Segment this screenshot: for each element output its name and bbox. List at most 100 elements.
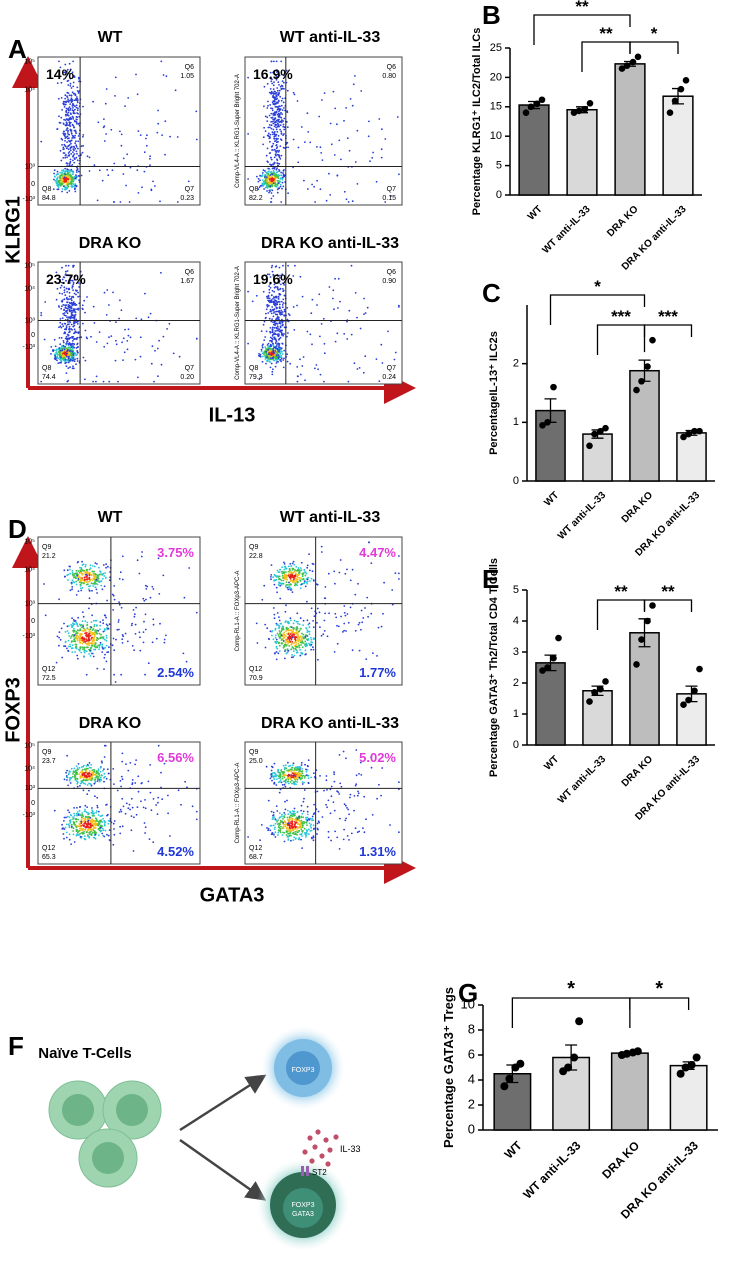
event-dot bbox=[105, 103, 107, 105]
event-dot bbox=[283, 107, 285, 109]
event-dot bbox=[67, 169, 69, 171]
event-dot bbox=[76, 304, 78, 306]
event-dot bbox=[70, 153, 72, 155]
event-dot bbox=[266, 186, 268, 188]
event-dot bbox=[275, 296, 277, 298]
event-dot bbox=[267, 300, 269, 302]
event-dot bbox=[93, 814, 95, 816]
event-dot bbox=[123, 173, 125, 175]
event-dot bbox=[307, 765, 309, 767]
event-dot bbox=[270, 189, 272, 191]
event-dot bbox=[64, 362, 66, 364]
event-dot bbox=[295, 780, 297, 782]
event-dot bbox=[335, 617, 337, 619]
event-dot bbox=[275, 366, 277, 368]
event-dot bbox=[267, 304, 269, 306]
event-dot bbox=[86, 296, 88, 298]
event-dot bbox=[300, 374, 302, 376]
event-dot bbox=[277, 329, 279, 331]
event-dot bbox=[86, 574, 88, 576]
event-dot bbox=[66, 356, 68, 358]
event-dot bbox=[67, 178, 69, 180]
event-dot bbox=[376, 358, 378, 360]
y-tick-label: 10⁵ bbox=[24, 743, 35, 750]
quadrant-name: Q6 bbox=[387, 269, 396, 276]
event-dot bbox=[108, 381, 110, 383]
event-dot bbox=[281, 133, 283, 135]
event-dot bbox=[282, 304, 284, 306]
event-dot bbox=[70, 112, 72, 114]
event-dot bbox=[279, 585, 281, 587]
event-dot bbox=[141, 186, 143, 188]
event-dot bbox=[96, 579, 98, 581]
event-dot bbox=[64, 133, 66, 135]
event-dot bbox=[127, 641, 129, 643]
event-dot bbox=[63, 342, 65, 344]
gate-percent: 4.52% bbox=[157, 844, 194, 859]
event-dot bbox=[273, 607, 275, 609]
event-dot bbox=[94, 629, 96, 631]
event-dot bbox=[71, 287, 73, 289]
event-dot bbox=[279, 650, 281, 652]
event-dot bbox=[158, 593, 160, 595]
event-dot bbox=[59, 337, 61, 339]
event-dot bbox=[75, 620, 77, 622]
event-dot bbox=[275, 103, 277, 105]
event-dot bbox=[113, 783, 115, 785]
event-dot bbox=[65, 307, 67, 309]
event-dot bbox=[376, 655, 378, 657]
event-dot bbox=[104, 572, 106, 574]
event-dot bbox=[289, 571, 291, 573]
event-dot bbox=[66, 298, 68, 300]
event-dot bbox=[127, 348, 129, 350]
event-dot bbox=[332, 289, 334, 291]
event-dot bbox=[264, 336, 266, 338]
event-dot bbox=[113, 828, 115, 830]
event-dot bbox=[68, 774, 70, 776]
event-dot bbox=[336, 123, 338, 125]
event-dot bbox=[294, 620, 296, 622]
event-dot bbox=[62, 147, 64, 149]
event-dot bbox=[93, 783, 95, 785]
panel-letter: F bbox=[8, 1031, 24, 1061]
event-dot bbox=[77, 561, 79, 563]
event-dot bbox=[266, 120, 268, 122]
event-dot bbox=[58, 180, 60, 182]
event-dot bbox=[135, 74, 137, 76]
event-dot bbox=[334, 154, 336, 156]
event-dot bbox=[301, 569, 303, 571]
event-dot bbox=[297, 100, 299, 102]
event-dot bbox=[149, 764, 151, 766]
event-dot bbox=[310, 637, 312, 639]
event-dot bbox=[83, 765, 85, 767]
event-dot bbox=[143, 621, 145, 623]
event-dot bbox=[84, 641, 86, 643]
event-dot bbox=[284, 563, 286, 565]
event-dot bbox=[74, 142, 76, 144]
event-dot bbox=[320, 188, 322, 190]
event-dot bbox=[129, 804, 131, 806]
event-dot bbox=[290, 781, 292, 783]
event-dot bbox=[58, 186, 60, 188]
event-dot bbox=[296, 366, 298, 368]
event-dot bbox=[157, 802, 159, 804]
event-dot bbox=[107, 174, 109, 176]
event-dot bbox=[283, 350, 285, 352]
event-dot bbox=[88, 837, 90, 839]
event-dot bbox=[59, 182, 61, 184]
event-dot bbox=[61, 138, 63, 140]
event-dot bbox=[363, 313, 365, 315]
event-dot bbox=[77, 168, 79, 170]
event-dot bbox=[40, 314, 42, 316]
event-dot bbox=[106, 600, 108, 602]
event-dot bbox=[395, 572, 397, 574]
event-dot bbox=[69, 175, 71, 177]
event-dot bbox=[120, 811, 122, 813]
event-dot bbox=[107, 343, 109, 345]
event-dot bbox=[108, 773, 110, 775]
event-dot bbox=[162, 575, 164, 577]
event-dot bbox=[307, 579, 309, 581]
event-dot bbox=[313, 649, 315, 651]
event-dot bbox=[278, 311, 280, 313]
event-dot bbox=[268, 192, 270, 194]
